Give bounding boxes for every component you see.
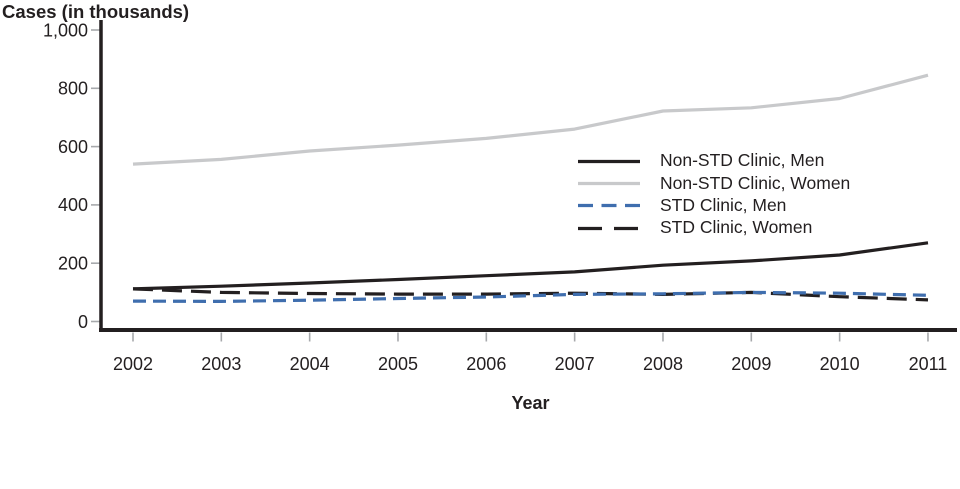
legend-label: Non-STD Clinic, Men (660, 150, 825, 171)
plot-area: 0 200 400 600 800 1,000 2002 2003 2004 2005 2006 20… (43, 20, 957, 374)
legend-line-non-std-clinic-women (578, 181, 640, 186)
legend-label: STD Clinic, Men (660, 194, 787, 215)
series-line-std-clinic-men (132, 290, 929, 303)
x-tick-label: 2003 (201, 354, 241, 374)
legend-line-std-clinic-women (578, 226, 640, 230)
x-tick-label: 2004 (290, 354, 330, 374)
legend-item-std-clinic-women: STD Clinic, Women (578, 217, 850, 239)
x-tick-label: 2009 (731, 354, 771, 374)
x-tick-label: 2007 (555, 354, 595, 374)
x-tick-label: 2005 (378, 354, 418, 374)
legend-label: Non-STD Clinic, Women (660, 172, 851, 193)
series-line-non-std-clinic-women (132, 73, 929, 166)
x-tick-label: 2008 (643, 354, 683, 374)
legend-item-std-clinic-men: STD Clinic, Men (578, 195, 850, 217)
x-tick-label: 2011 (909, 354, 948, 374)
y-axis-title: Cases (in thousands) (2, 1, 190, 22)
x-axis-title: Year (511, 393, 550, 413)
legend-item-non-std-clinic-men: Non-STD Clinic, Men (578, 150, 850, 172)
x-tick-label: 2006 (466, 354, 506, 374)
x-tick-label: 2002 (113, 354, 153, 374)
legend: Non-STD Clinic, Men Non-STD Clinic, Wome… (578, 150, 850, 239)
series-line-std-clinic-women (132, 287, 929, 302)
legend-line-std-clinic-men (578, 204, 640, 208)
y-tick-label: 600 (58, 137, 88, 157)
y-tick-label: 200 (58, 254, 88, 274)
y-tick-label: 400 (58, 195, 88, 215)
series-line-non-std-clinic-men (132, 241, 929, 291)
legend-item-non-std-clinic-women: Non-STD Clinic, Women (578, 172, 850, 194)
y-tick-label: 0 (78, 312, 88, 332)
legend-label: STD Clinic, Women (660, 217, 813, 238)
y-tick-label: 1,000 (43, 20, 88, 40)
legend-line-non-std-clinic-men (578, 159, 640, 163)
y-tick-label: 800 (58, 79, 88, 99)
x-tick-label: 2010 (820, 354, 860, 374)
